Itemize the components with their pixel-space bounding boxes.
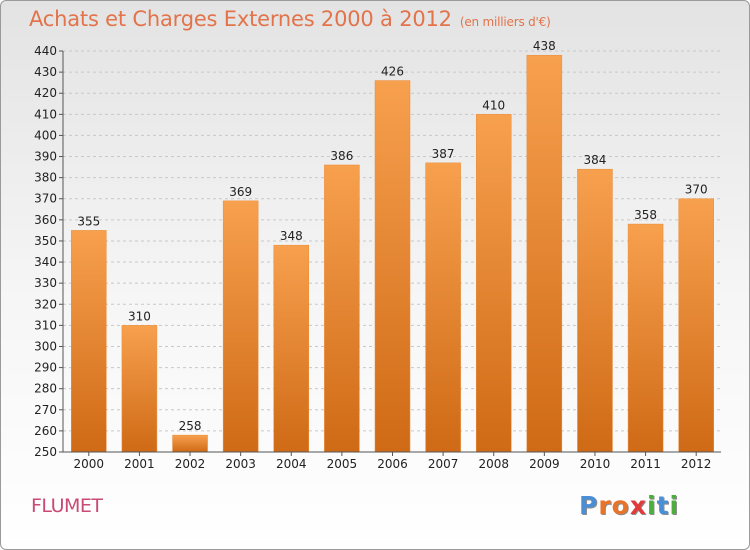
- logo-letter: x: [629, 491, 647, 520]
- x-tick-label: 2007: [428, 457, 459, 471]
- bar: [425, 162, 461, 453]
- y-tick-label: 410: [34, 107, 57, 121]
- x-tick-label: 2008: [478, 457, 509, 471]
- bar: [324, 164, 360, 453]
- x-tick-label: 2001: [124, 457, 155, 471]
- bars: [71, 54, 714, 453]
- bar-value-label: 369: [229, 185, 252, 199]
- bar: [526, 54, 563, 453]
- bar: [273, 244, 310, 453]
- x-tick-label: 2010: [580, 457, 611, 471]
- y-tick-label: 430: [34, 65, 57, 79]
- y-tick-label: 250: [34, 445, 57, 459]
- bar-value-label: 348: [280, 229, 303, 243]
- bar: [374, 80, 411, 453]
- y-tick-label: 310: [34, 318, 57, 332]
- proxiti-logo: Proxiti: [579, 491, 679, 520]
- chart-subtitle: (en milliers d'€): [459, 15, 551, 29]
- bar-value-label: 310: [128, 309, 151, 323]
- x-tick-label: 2000: [74, 457, 105, 471]
- x-tick-label: 2003: [225, 457, 256, 471]
- logo-letter: i: [647, 491, 657, 520]
- y-tick-label: 340: [34, 255, 57, 269]
- y-tick-label: 280: [34, 382, 57, 396]
- x-tick-label: 2009: [529, 457, 560, 471]
- bar: [172, 434, 208, 453]
- x-tick-label: 2006: [377, 457, 408, 471]
- y-tick-label: 290: [34, 361, 57, 375]
- bar-value-label: 384: [584, 153, 607, 167]
- bar-value-label: 358: [634, 208, 657, 222]
- y-axis-ticks: 250 260 270 280 290 300 310 320 330 340 350 360 370 3…: [34, 44, 63, 459]
- bar: [475, 114, 512, 453]
- bar-value-label: 387: [432, 147, 455, 161]
- bar: [577, 168, 613, 453]
- y-tick-label: 350: [34, 234, 57, 248]
- bar-value-label: 410: [482, 98, 505, 112]
- y-tick-label: 400: [34, 128, 57, 142]
- x-tick-label: 2011: [630, 457, 661, 471]
- logo-letter: P: [579, 491, 599, 520]
- y-tick-label: 370: [34, 192, 57, 206]
- bar-value-label: 426: [381, 65, 404, 79]
- x-tick-label: 2004: [276, 457, 307, 471]
- bar-value-label: 438: [533, 39, 556, 53]
- y-tick-label: 320: [34, 297, 57, 311]
- bar: [121, 325, 158, 453]
- bar-value-label: 370: [685, 183, 708, 197]
- y-tick-label: 260: [34, 424, 57, 438]
- y-tick-label: 270: [34, 403, 57, 417]
- y-tick-label: 380: [34, 171, 57, 185]
- logo-letter: t: [656, 491, 670, 520]
- bar-value-label: 386: [330, 149, 353, 163]
- chart-title: Achats et Charges Externes 2000 à 2012 (e…: [29, 7, 551, 31]
- y-tick-label: 360: [34, 213, 57, 227]
- y-tick-label: 330: [34, 276, 57, 290]
- x-tick-label: 2005: [327, 457, 358, 471]
- bar-value-label: 355: [77, 214, 100, 228]
- y-tick-label: 420: [34, 86, 57, 100]
- value-labels: 355 310 258 369 348 386 426 387 410 438 384 358 370: [77, 39, 707, 433]
- bar-value-label: 258: [179, 419, 202, 433]
- commune-name: FLUMET: [31, 495, 103, 517]
- bar: [71, 230, 107, 453]
- bar: [627, 223, 664, 453]
- logo-letter: r: [598, 491, 612, 520]
- logo-letter: o: [611, 491, 630, 520]
- bar: [678, 198, 714, 453]
- x-axis-ticks: 2000 2001 2002 2003 2004 2005 2006 2007 2008 2009…: [74, 452, 712, 471]
- y-tick-label: 390: [34, 150, 57, 164]
- x-tick-label: 2012: [681, 457, 712, 471]
- x-tick-label: 2002: [175, 457, 206, 471]
- y-tick-label: 300: [34, 339, 57, 353]
- y-tick-label: 440: [34, 44, 57, 58]
- bar: [222, 200, 259, 453]
- logo-letter: i: [669, 491, 680, 520]
